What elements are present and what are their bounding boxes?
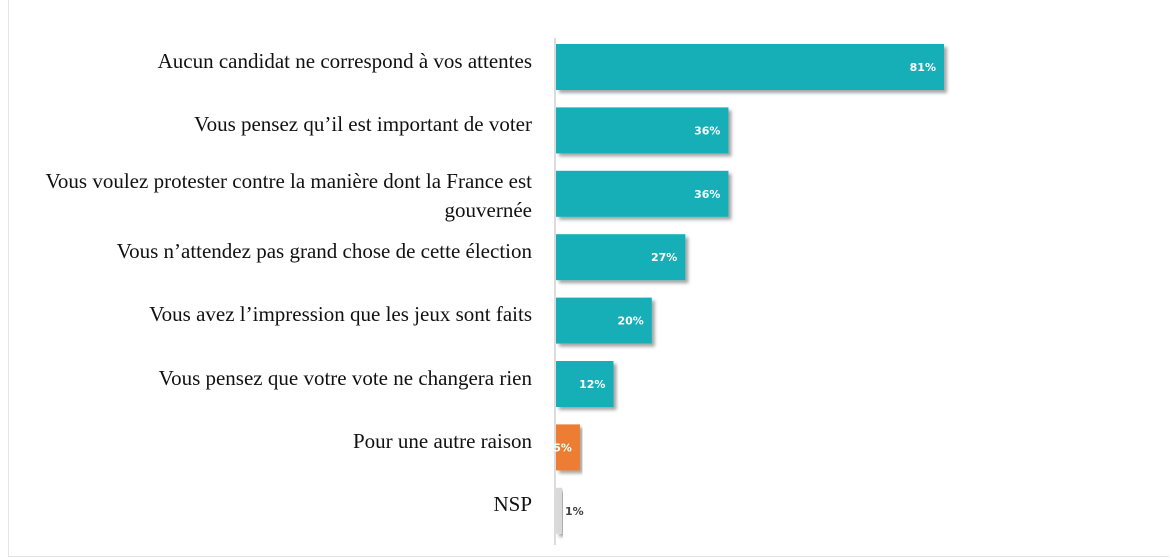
bar [556, 487, 562, 534]
data-label: 20% [617, 315, 643, 328]
bar [556, 424, 580, 471]
bar [556, 361, 614, 407]
category-label: Aucun candidat ne correspond à vos atten… [157, 48, 532, 73]
category-label: Vous avez l’impression que les jeux sont… [149, 302, 532, 327]
data-label: 36% [694, 124, 720, 137]
category-label: Pour une autre raison [352, 428, 532, 453]
data-label: 81% [910, 61, 936, 74]
bar [556, 234, 686, 281]
category-label: Vous n’attendez pas grand chose de cette… [116, 238, 532, 263]
bar [556, 297, 652, 344]
data-label: 36% [694, 188, 720, 201]
data-label: 1% [565, 505, 584, 518]
category-label: Vous pensez qu’il est important de voter [194, 111, 532, 136]
data-label: 5% [553, 441, 572, 454]
data-label: 27% [651, 251, 677, 264]
bar [556, 107, 729, 154]
chart-frame [8, 0, 1169, 557]
data-label: 12% [579, 378, 605, 391]
bar [556, 44, 944, 90]
category-label: Vous voulez protester contre la manière … [45, 168, 532, 222]
category-label: Vous pensez que votre vote ne changera r… [158, 365, 532, 390]
category-label: NSP [493, 492, 532, 517]
bar [556, 170, 729, 217]
